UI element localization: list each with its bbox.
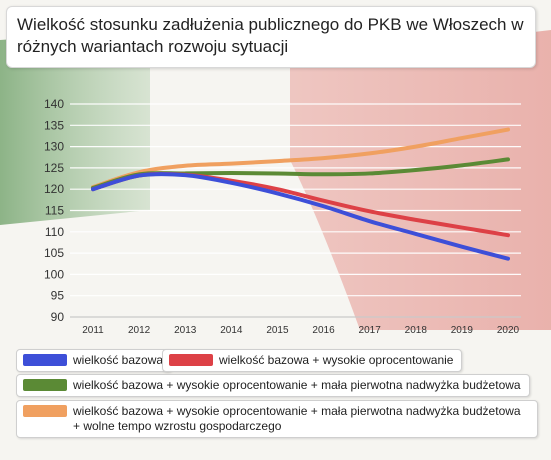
legend-item-1: wielkość bazowa [16,349,173,372]
grid [70,103,521,318]
y-tick-label: 140 [44,97,64,111]
legend-swatch-blue [23,354,67,366]
y-tick-label: 135 [44,118,64,132]
y-tick-label: 100 [44,267,64,281]
legend-label-4: wielkość bazowa + wysokie oprocentowanie… [73,404,521,433]
legend-label-1: wielkość bazowa [73,353,164,367]
legend-item-2: wielkość bazowa + wysokie oprocentowanie [162,349,463,372]
legend-item-3: wielkość bazowa + wysokie oprocentowanie… [16,374,530,397]
legend-label-3: wielkość bazowa + wysokie oprocentowanie… [73,378,521,392]
x-tick-label: 2015 [266,325,289,336]
legend-swatch-orange [23,405,67,417]
y-tick-label: 115 [45,204,64,218]
y-tick-label: 105 [44,246,64,260]
series-line-wysokie-oprocentowanie [91,171,510,238]
legend-swatch-red [169,354,213,366]
y-tick-label: 125 [44,161,64,175]
series [91,127,510,261]
legend-swatch-green [23,379,67,391]
legend-label-2: wielkość bazowa + wysokie oprocentowanie [219,353,454,367]
legend-item-4: wielkość bazowa + wysokie oprocentowanie… [16,400,538,438]
y-tick-label: 120 [44,182,64,196]
chart-title: Wielkość stosunku zadłużenia publicznego… [17,15,524,56]
flag-red-stripe [290,30,551,330]
x-tick-label: 2018 [405,325,428,336]
x-tick-label: 2017 [359,325,382,336]
axes: 90 95 100 105 110 115 120 125 130 135 140 2011 2012 2… [44,97,521,336]
flag-green-stripe [0,30,150,225]
y-tick-label: 130 [44,140,64,154]
x-tick-label: 2019 [451,325,474,336]
x-tick-label: 2011 [82,325,104,336]
x-tick-label: 2012 [128,325,151,336]
series-line-wolne-tempo [91,127,510,190]
y-tick-label: 90 [51,310,65,324]
series-line-wielkosc-bazowa [91,172,510,261]
title-box: Wielkość stosunku zadłużenia publicznego… [6,6,536,68]
x-tick-label: 2020 [497,325,520,336]
x-tick-label: 2014 [220,325,243,336]
x-tick-label: 2013 [174,325,197,336]
y-tick-label: 95 [51,289,65,303]
y-tick-label: 110 [45,225,64,239]
x-tick-label: 2016 [312,325,335,336]
